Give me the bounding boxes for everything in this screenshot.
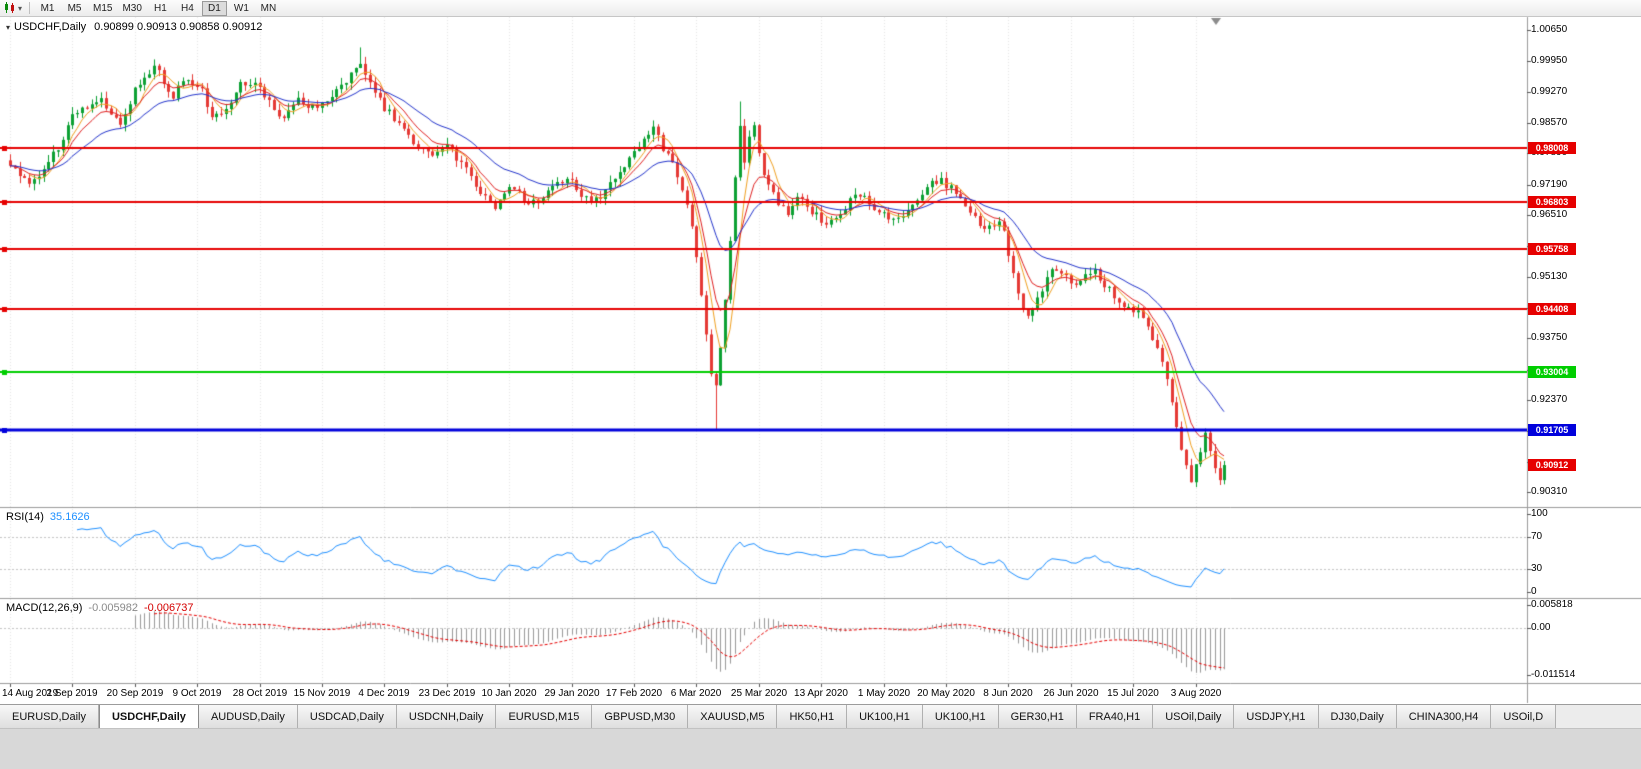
price-axis-label: 0.97190: [1531, 179, 1568, 190]
timeframe-toolbar: ▾ M1 M5 M15 M30 H1 H4 D1 W1 MN: [0, 0, 1641, 17]
price-axis-label: 0.93750: [1531, 332, 1568, 343]
chart-title: ▾ USDCHF,Daily 0.90899 0.90913 0.90858 0.9…: [6, 21, 262, 33]
chart-tab-bar: EURUSD,Daily USDCHF,Daily AUDUSD,Daily USDC…: [0, 704, 1641, 728]
timeframe-button-m15[interactable]: M15: [93, 2, 113, 14]
chart-window-icon[interactable]: [3, 2, 17, 14]
price-axis-label: 0.90310: [1531, 486, 1568, 497]
toolbar-separator: [29, 2, 31, 14]
tab-ger30-h1[interactable]: GER30,H1: [998, 705, 1077, 728]
date-axis-label: 15 Nov 2019: [293, 688, 351, 699]
tab-gbpusd-m30[interactable]: GBPUSD,M30: [592, 705, 689, 728]
chart-symbol-label: USDCHF,Daily: [14, 21, 87, 33]
price-axis-label: 0.99270: [1531, 86, 1568, 97]
tab-china300-h4[interactable]: CHINA300,H4: [1396, 705, 1492, 728]
date-axis-label: 6 Mar 2020: [670, 688, 722, 699]
date-axis-label: 3 Aug 2020: [1170, 688, 1222, 699]
rsi-scale-label: 100: [1531, 508, 1548, 519]
timeframe-button-m1[interactable]: M1: [40, 2, 55, 14]
price-level-tag[interactable]: 0.95758: [1528, 243, 1576, 255]
window-menu-icon[interactable]: ▾: [6, 23, 11, 32]
price-axis-label: 0.96510: [1531, 209, 1568, 220]
chevron-down-icon[interactable]: ▾: [18, 3, 23, 13]
price-level-tag[interactable]: 0.93004: [1528, 366, 1576, 378]
tab-usoil-daily[interactable]: USOil,Daily: [1153, 705, 1235, 728]
timeframe-button-d1[interactable]: D1: [201, 0, 227, 16]
tab-usdjpy-h1[interactable]: USDJPY,H1: [1234, 705, 1319, 728]
macd-main-value: -0.005982: [88, 602, 138, 614]
price-axis-label: 1.00650: [1531, 24, 1568, 35]
timeframe-button-h1[interactable]: H1: [154, 2, 167, 14]
price-axis-label: 0.98570: [1531, 117, 1568, 128]
tab-eurusd-m15[interactable]: EURUSD,M15: [496, 705, 593, 728]
date-axis-label: 29 Jan 2020: [544, 688, 600, 699]
macd-name: MACD(12,26,9): [6, 602, 83, 614]
price-axis-label: 0.95130: [1531, 271, 1568, 282]
tab-usoil-d[interactable]: USOil,D: [1491, 705, 1557, 728]
macd-scale-label: 0.00: [1531, 622, 1551, 633]
macd-scale-label: 0.005818: [1531, 599, 1573, 610]
date-axis-label: 14 Aug 2019: [2, 688, 59, 699]
timeframe-button-m5[interactable]: M5: [67, 2, 82, 14]
rsi-scale-label: 0: [1531, 586, 1537, 597]
tab-hk50-h1[interactable]: HK50,H1: [777, 705, 848, 728]
timeframe-buttons: M1 M5 M15 M30 H1 H4 D1 W1 MN: [34, 0, 282, 16]
timeframe-button-mn[interactable]: MN: [260, 2, 277, 14]
rsi-indicator-label: RSI(14) 35.1626: [6, 511, 90, 523]
chart-ohlc-values: 0.90899 0.90913 0.90858 0.90912: [94, 21, 263, 33]
rsi-scale-label: 30: [1531, 563, 1543, 574]
price-level-tag[interactable]: 0.98008: [1528, 142, 1576, 154]
date-axis-label: 4 Dec 2019: [358, 688, 410, 699]
timeframe-button-h4[interactable]: H4: [181, 2, 194, 14]
date-axis-label: 1 May 2020: [857, 688, 911, 699]
price-level-tag[interactable]: 0.91705: [1528, 424, 1576, 436]
tab-usdcad-daily[interactable]: USDCAD,Daily: [297, 705, 397, 728]
date-axis-label: 20 May 2020: [917, 688, 975, 699]
price-level-tag[interactable]: 0.96803: [1528, 196, 1576, 208]
tab-fra40-h1[interactable]: FRA40,H1: [1076, 705, 1154, 728]
macd-signal-value: -0.006737: [143, 602, 194, 614]
price-axis-label: 0.99950: [1531, 55, 1568, 66]
macd-indicator-label: MACD(12,26,9) -0.005982 -0.006737: [6, 602, 194, 614]
tab-xauusd-m5[interactable]: XAUUSD,M5: [688, 705, 778, 728]
date-axis-label: 25 Mar 2020: [730, 688, 788, 699]
tab-eurusd-daily[interactable]: EURUSD,Daily: [0, 705, 99, 728]
tab-uk100-h1[interactable]: UK100,H1: [847, 705, 923, 728]
price-axis-label: 0.92370: [1531, 394, 1568, 405]
tab-usdchf-daily[interactable]: USDCHF,Daily: [98, 705, 199, 728]
date-axis-label: 2 Sep 2019: [46, 688, 98, 699]
date-axis-label: 9 Oct 2019: [172, 688, 222, 699]
date-axis-label: 20 Sep 2019: [106, 688, 164, 699]
tab-audusd-daily[interactable]: AUDUSD,Daily: [198, 705, 298, 728]
date-axis-label: 13 Apr 2020: [794, 688, 848, 699]
date-axis-label: 26 Jun 2020: [1043, 688, 1099, 699]
date-axis-label: 17 Feb 2020: [605, 688, 663, 699]
tab-uk100-h1[interactable]: UK100,H1: [922, 705, 999, 728]
date-axis-label: 15 Jul 2020: [1107, 688, 1159, 699]
date-axis-label: 28 Oct 2019: [232, 688, 288, 699]
rsi-scale-label: 70: [1531, 531, 1543, 542]
price-level-tag[interactable]: 0.94408: [1528, 303, 1576, 315]
timeframe-button-w1[interactable]: W1: [233, 2, 249, 14]
rsi-name: RSI(14): [6, 511, 44, 523]
date-axis-label: 10 Jan 2020: [481, 688, 537, 699]
tab-usdcnh-daily[interactable]: USDCNH,Daily: [396, 705, 497, 728]
price-chart-canvas[interactable]: [0, 0, 1641, 704]
status-strip: [0, 728, 1641, 769]
macd-scale-label: -0.011514: [1531, 669, 1576, 680]
tab-dj30-daily[interactable]: DJ30,Daily: [1318, 705, 1397, 728]
timeframe-button-m30[interactable]: M30: [122, 2, 142, 14]
date-axis-label: 8 Jun 2020: [983, 688, 1033, 699]
rsi-value: 35.1626: [49, 511, 90, 523]
current-price-tag: 0.90912: [1528, 459, 1576, 471]
date-axis-label: 23 Dec 2019: [418, 688, 476, 699]
